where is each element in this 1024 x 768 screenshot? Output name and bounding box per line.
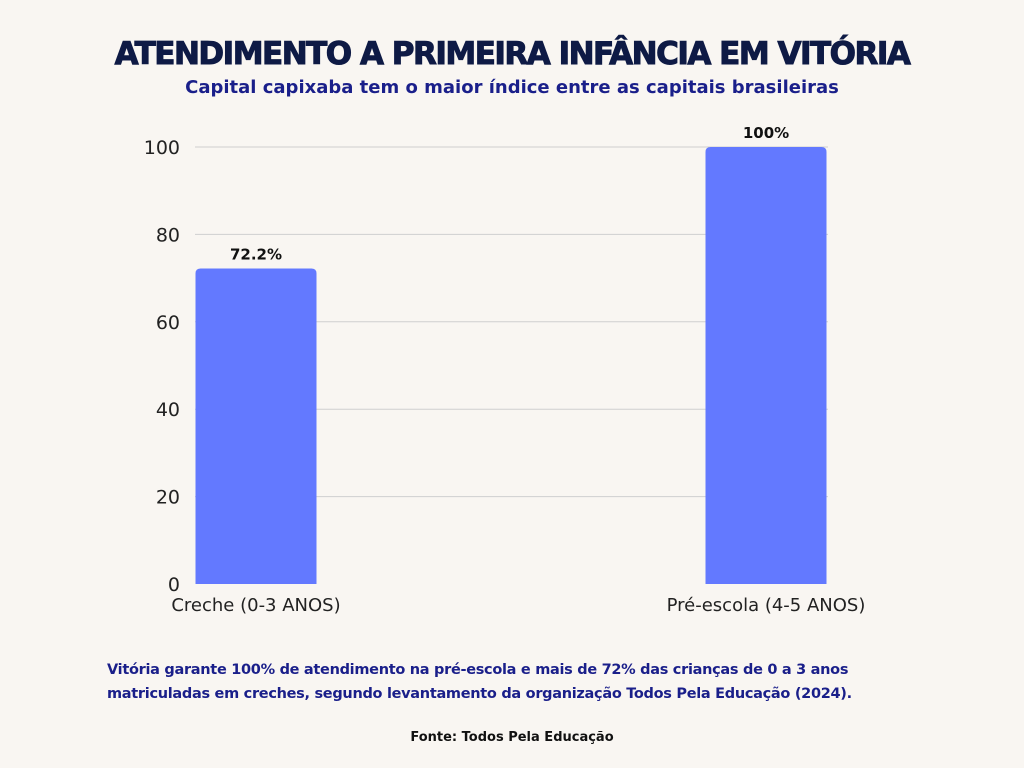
page-subtitle: Capital capixaba tem o maior índice entr… bbox=[185, 77, 839, 98]
x-tick-label: Pré-escola (4-5 ANOS) bbox=[667, 595, 866, 616]
y-tick-label: 40 bbox=[156, 399, 180, 421]
data-label: 72.2% bbox=[230, 245, 282, 263]
bar-1 bbox=[195, 268, 317, 584]
chart-description: Vitória garante 100% de atendimento na p… bbox=[107, 662, 852, 702]
data-label: 100% bbox=[743, 124, 789, 142]
y-tick-label: 80 bbox=[156, 224, 180, 246]
bar-2 bbox=[705, 147, 827, 584]
y-tick-label: 20 bbox=[156, 487, 180, 509]
y-tick-label: 0 bbox=[168, 574, 180, 596]
y-tick-label: 100 bbox=[144, 137, 180, 159]
y-tick-label: 60 bbox=[156, 312, 180, 334]
source-note: Fonte: Todos Pela Educação bbox=[410, 730, 614, 745]
x-tick-label: Creche (0-3 ANOS) bbox=[171, 595, 340, 616]
bar-chart: 0 20 40 60 80 100 72.2% Creche (0-3 ANOS) 100% Pr… bbox=[144, 124, 866, 616]
page-title: ATENDIMENTO A PRIMEIRA INFÂNCIA EM VITÓR… bbox=[114, 36, 911, 73]
